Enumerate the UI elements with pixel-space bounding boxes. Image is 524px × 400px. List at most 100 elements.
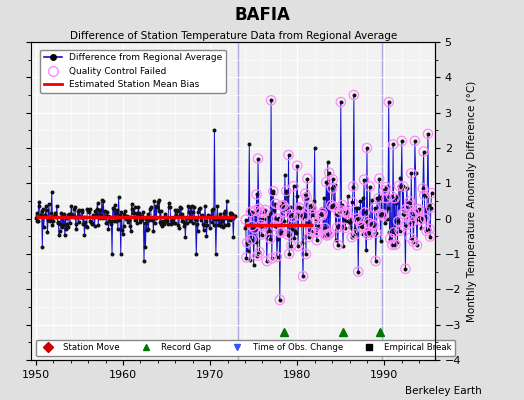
Point	[308, 208, 316, 215]
Point	[326, 230, 334, 236]
Point	[171, 207, 179, 214]
Point	[272, 216, 280, 222]
Point	[358, 195, 367, 201]
Point	[195, 206, 203, 212]
Point	[104, 212, 112, 219]
Point	[301, 190, 309, 197]
Point	[294, 243, 302, 249]
Point	[112, 210, 121, 216]
Point	[267, 97, 275, 104]
Point	[244, 248, 252, 254]
Point	[246, 256, 254, 263]
Point	[355, 218, 363, 224]
Point	[387, 192, 395, 199]
Point	[259, 210, 268, 216]
Point	[304, 234, 313, 240]
Point	[406, 234, 414, 241]
Point	[170, 219, 179, 226]
Point	[347, 234, 356, 240]
Point	[182, 215, 190, 221]
Point	[204, 214, 213, 220]
Point	[420, 192, 429, 198]
Point	[106, 214, 114, 220]
Point	[334, 242, 342, 248]
Point	[167, 219, 176, 225]
Point	[125, 217, 133, 223]
Point	[50, 211, 59, 218]
Point	[380, 187, 389, 194]
Point	[322, 179, 331, 185]
Point	[63, 224, 72, 230]
Point	[148, 215, 157, 221]
Point	[302, 194, 311, 201]
Point	[338, 202, 346, 208]
Point	[330, 204, 338, 210]
Point	[411, 138, 419, 144]
Point	[355, 218, 363, 224]
Point	[36, 213, 45, 219]
Point	[47, 210, 55, 216]
Point	[386, 235, 395, 242]
Point	[353, 205, 362, 211]
Point	[278, 229, 286, 235]
Point	[337, 207, 346, 214]
Point	[320, 195, 329, 202]
Point	[399, 183, 408, 190]
Point	[324, 232, 333, 238]
Point	[76, 214, 84, 220]
Point	[295, 204, 303, 210]
Point	[38, 244, 47, 250]
Point	[213, 203, 222, 209]
Point	[210, 222, 218, 228]
Point	[312, 217, 320, 223]
Point	[174, 222, 182, 228]
Point	[155, 208, 163, 214]
Point	[51, 210, 60, 216]
Point	[408, 219, 416, 226]
Point	[393, 239, 401, 245]
Point	[110, 206, 118, 212]
Point	[48, 222, 57, 228]
Point	[185, 209, 193, 215]
Point	[33, 218, 41, 224]
Point	[49, 218, 58, 224]
Point	[366, 184, 374, 190]
Point	[54, 220, 62, 226]
Point	[69, 212, 77, 218]
Point	[416, 217, 424, 223]
Point	[104, 226, 113, 232]
Point	[289, 214, 297, 220]
Point	[394, 218, 402, 224]
Point	[244, 208, 253, 214]
Point	[313, 237, 321, 244]
Point	[287, 211, 295, 217]
Point	[42, 207, 51, 213]
Point	[410, 209, 418, 216]
Point	[263, 258, 271, 264]
Point	[161, 218, 170, 224]
Point	[326, 230, 334, 236]
Point	[340, 209, 348, 215]
Point	[93, 206, 101, 212]
Point	[159, 221, 168, 227]
Point	[407, 170, 416, 176]
Point	[351, 226, 359, 232]
Point	[84, 208, 92, 214]
Point	[370, 225, 378, 232]
Point	[217, 216, 226, 222]
Point	[360, 176, 368, 183]
Point	[334, 210, 343, 216]
Point	[389, 141, 397, 148]
Point	[126, 223, 134, 230]
Point	[243, 240, 252, 246]
Point	[353, 215, 361, 222]
Point	[400, 223, 409, 229]
Point	[166, 204, 174, 210]
Point	[62, 226, 71, 232]
Point	[178, 211, 187, 218]
Point	[41, 212, 49, 218]
Point	[313, 225, 322, 231]
Point	[319, 233, 328, 239]
Point	[344, 193, 352, 199]
Point	[380, 187, 389, 194]
